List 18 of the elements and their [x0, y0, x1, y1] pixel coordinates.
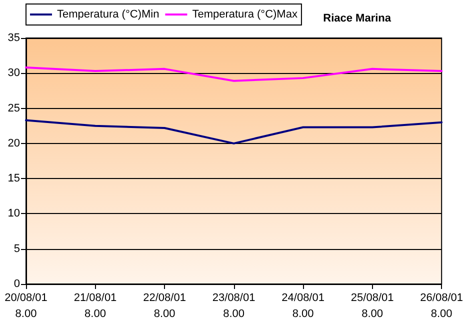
x-tick-label: 26/08/01 8.00 [420, 292, 464, 320]
x-tick-label: 23/08/01 8.00 [212, 292, 256, 320]
y-tick-label: 25 [8, 102, 20, 114]
x-tick-label: 20/08/01 8.00 [4, 292, 48, 320]
x-tick-label: 24/08/01 8.00 [282, 292, 324, 320]
y-tick-label: 5 [14, 242, 20, 255]
legend-label: Temperatura (°C)Min [57, 8, 160, 20]
x-tick-label: 22/08/01 8.00 [143, 292, 186, 320]
y-tick-label: 20 [8, 137, 20, 150]
y-tick-label: 30 [8, 67, 20, 80]
x-tick-label: 21/08/01 8.00 [74, 292, 117, 320]
y-tick-label: 35 [8, 32, 20, 44]
y-tick-label: 10 [8, 208, 20, 220]
y-tick-label: 0 [14, 278, 20, 290]
x-tick-label: 25/08/01 8.00 [350, 292, 394, 320]
chart-title: Riace Marina [323, 12, 392, 24]
y-tick-label: 15 [8, 172, 20, 185]
legend-label: Temperatura (°C)Max [192, 8, 298, 20]
